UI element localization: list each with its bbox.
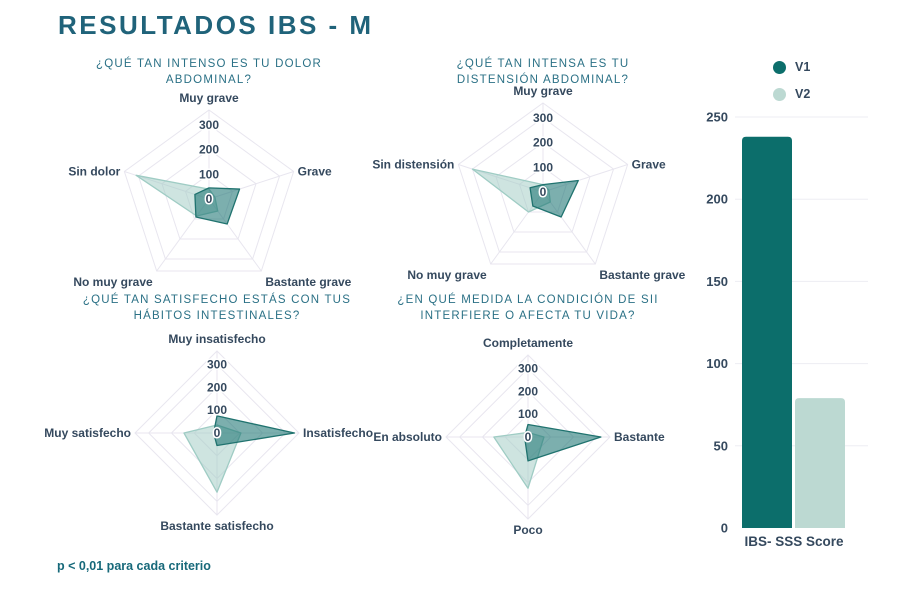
radar-tick-label: 200 — [518, 384, 538, 398]
radar-chart-dolor-abdominal: 0 100 200 300 Muy grave Grave Bastante grave No… — [67, 90, 352, 290]
radar-axis-label: Bastante — [614, 430, 665, 444]
significance-footnote: p < 0,01 para cada criterio — [57, 559, 211, 573]
radar-tick-label: 0 — [206, 192, 213, 206]
radar-axis-label: Sin distensión — [372, 157, 454, 171]
radar-tick-label: 200 — [533, 136, 553, 150]
radar-chart-habitos-intestinales: 0 100 200 300 Muy insatisfecho Insatisfecho Ba… — [43, 331, 374, 534]
bar-v1 — [742, 136, 792, 528]
radar-tick-label: 300 — [533, 111, 553, 125]
radar-axis-label: Muy satisfecho — [44, 426, 131, 440]
radar-tick-label: 100 — [207, 403, 227, 417]
legend-label-v1: V1 — [795, 60, 811, 74]
radar-grid-ring — [161, 148, 257, 240]
radar-tick-label: 0 — [540, 185, 547, 199]
radar-grid-ring — [457, 102, 629, 265]
radar-series-v1 — [194, 187, 241, 225]
radar-axis-label: Muy insatisfecho — [168, 332, 265, 346]
radar-tick-label: 100 — [199, 167, 219, 181]
radar-chart-interferencia-vida: 0 100 200 300 Completamente Bastante Poco En ab… — [372, 335, 666, 538]
v2-color-dot-icon — [773, 87, 786, 101]
radar-title-habitos-intestinales: ¿QUÉ TAN SATISFECHO ESTÁS CON TUS HÁBITO… — [82, 294, 352, 322]
radar-tick-label: 300 — [518, 362, 538, 376]
radar-axis-label: No muy grave — [407, 268, 487, 282]
radar-tick-label: 0 — [525, 430, 532, 444]
bar-tick-label: 50 — [714, 438, 728, 453]
radar-grid-ring — [123, 109, 295, 272]
radar-axis-label: En absoluto — [373, 430, 442, 444]
radar-axis-label: Completamente — [483, 336, 573, 350]
radar-axis-label: Bastante grave — [599, 268, 685, 282]
radar-axis-label: Muy grave — [179, 91, 239, 105]
radar-grid-ring — [495, 141, 591, 233]
v1-color-dot-icon — [773, 60, 786, 74]
legend-label-v2: V2 — [795, 87, 811, 101]
radar-tick-label: 300 — [199, 118, 219, 132]
radar-axis-label: Poco — [513, 523, 542, 537]
radar-title-interferencia-vida: ¿EN QUÉ MEDIDA LA CONDICIÓN DE SII INTER… — [397, 294, 659, 322]
radar-series-v1 — [523, 423, 602, 462]
radar-title-dolor-abdominal: ¿QUÉ TAN INTENSO ES TU DOLOR ABDOMINAL? — [96, 58, 322, 86]
legend-item-v2: V2 — [773, 87, 810, 101]
radar-axis-label: Grave — [298, 164, 332, 178]
radar-grid-ring — [471, 117, 615, 253]
legend: V1 V2 — [773, 60, 810, 101]
radar-title-distension-abdominal: ¿QUÉ TAN INTENSA ES TU DISTENSIÓN ABDOMI… — [456, 58, 630, 86]
bar-tick-label: 200 — [706, 192, 728, 207]
bar-tick-label: 150 — [706, 274, 728, 289]
radar-tick-label: 200 — [199, 143, 219, 157]
bar-tick-label: 100 — [706, 356, 728, 371]
radar-axis-label: Insatisfecho — [303, 426, 373, 440]
radar-tick-label: 0 — [214, 426, 221, 440]
radar-chart-distension-abdominal: 0 100 200 300 Muy grave Grave Bastante grave No… — [371, 83, 686, 283]
bar-tick-label: 250 — [706, 110, 728, 125]
radar-grid-ring — [137, 124, 281, 260]
radar-axis-label: Muy grave — [513, 84, 573, 98]
radar-tick-label: 200 — [207, 380, 227, 394]
bar-chart-ibs-sss-score: 0 50 100 150 200 250 IBS- SSS Score — [706, 110, 868, 549]
radar-tick-label: 100 — [518, 407, 538, 421]
radar-tick-label: 100 — [533, 160, 553, 174]
radar-axis-label: Bastante satisfecho — [160, 519, 273, 533]
radar-axis-label: Bastante grave — [265, 275, 351, 289]
radar-axis-label: No muy grave — [73, 275, 153, 289]
radar-tick-label: 300 — [207, 358, 227, 372]
page-title: RESULTADOS IBS - M — [58, 10, 374, 40]
radar-axis-label: Grave — [632, 157, 666, 171]
radar-series-v1 — [212, 415, 296, 447]
bar-v2 — [795, 398, 845, 528]
bar-xaxis-label: IBS- SSS Score — [744, 534, 844, 549]
bar-tick-label: 0 — [721, 521, 728, 536]
radar-series-v1 — [529, 179, 579, 218]
legend-item-v1: V1 — [773, 60, 810, 74]
radar-axis-label: Sin dolor — [68, 164, 120, 178]
